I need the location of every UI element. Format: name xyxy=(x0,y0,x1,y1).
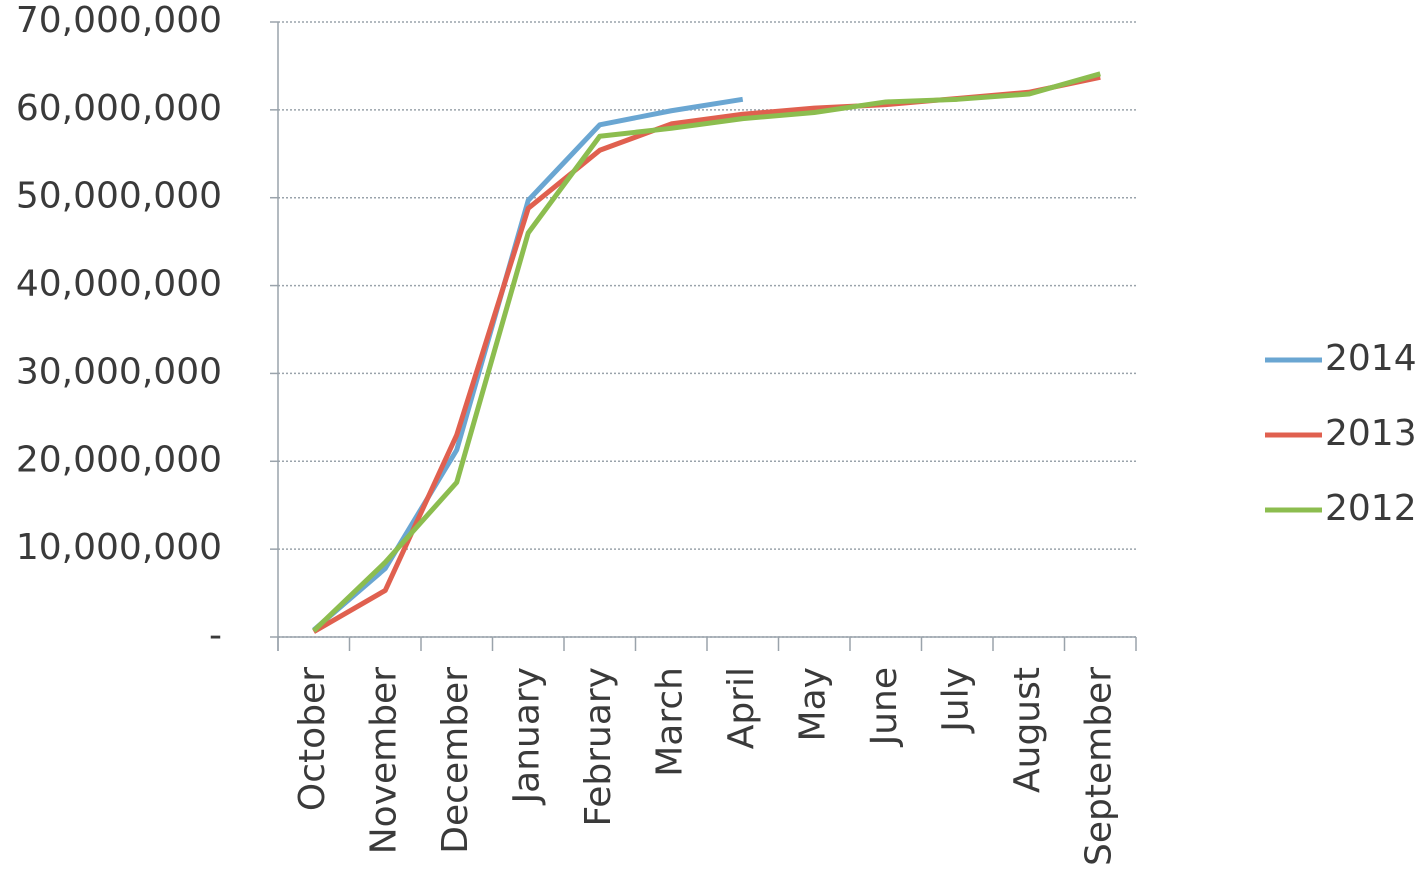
y-tick-label: 20,000,000 xyxy=(16,439,222,480)
series-line xyxy=(312,71,1101,633)
x-tick-label: September xyxy=(1078,667,1119,866)
y-tick-label: 40,000,000 xyxy=(16,264,222,305)
legend-label: 2012 xyxy=(1325,488,1417,529)
y-tick-label: 30,000,000 xyxy=(16,351,222,392)
x-tick-label: November xyxy=(363,667,404,854)
x-tick-label: January xyxy=(506,667,547,805)
x-tick-label: October xyxy=(292,667,333,811)
x-tick-label: May xyxy=(792,667,833,741)
x-tick-label: June xyxy=(864,667,905,747)
x-tick-label: March xyxy=(649,667,690,777)
x-tick-label: February xyxy=(578,667,619,827)
y-tick-label: - xyxy=(209,615,222,656)
legend-label: 2014 xyxy=(1325,338,1417,379)
y-tick-label: 10,000,000 xyxy=(16,527,222,568)
x-tick-label: April xyxy=(721,667,762,749)
legend-label: 2013 xyxy=(1325,413,1417,454)
y-tick-label: 60,000,000 xyxy=(16,88,222,129)
y-tick-label: 70,000,000 xyxy=(16,0,222,41)
x-tick-label: August xyxy=(1007,667,1048,793)
x-tick-label: July xyxy=(935,667,976,734)
x-tick-label: December xyxy=(435,667,476,854)
y-tick-label: 50,000,000 xyxy=(16,176,222,217)
series-line xyxy=(312,96,744,632)
